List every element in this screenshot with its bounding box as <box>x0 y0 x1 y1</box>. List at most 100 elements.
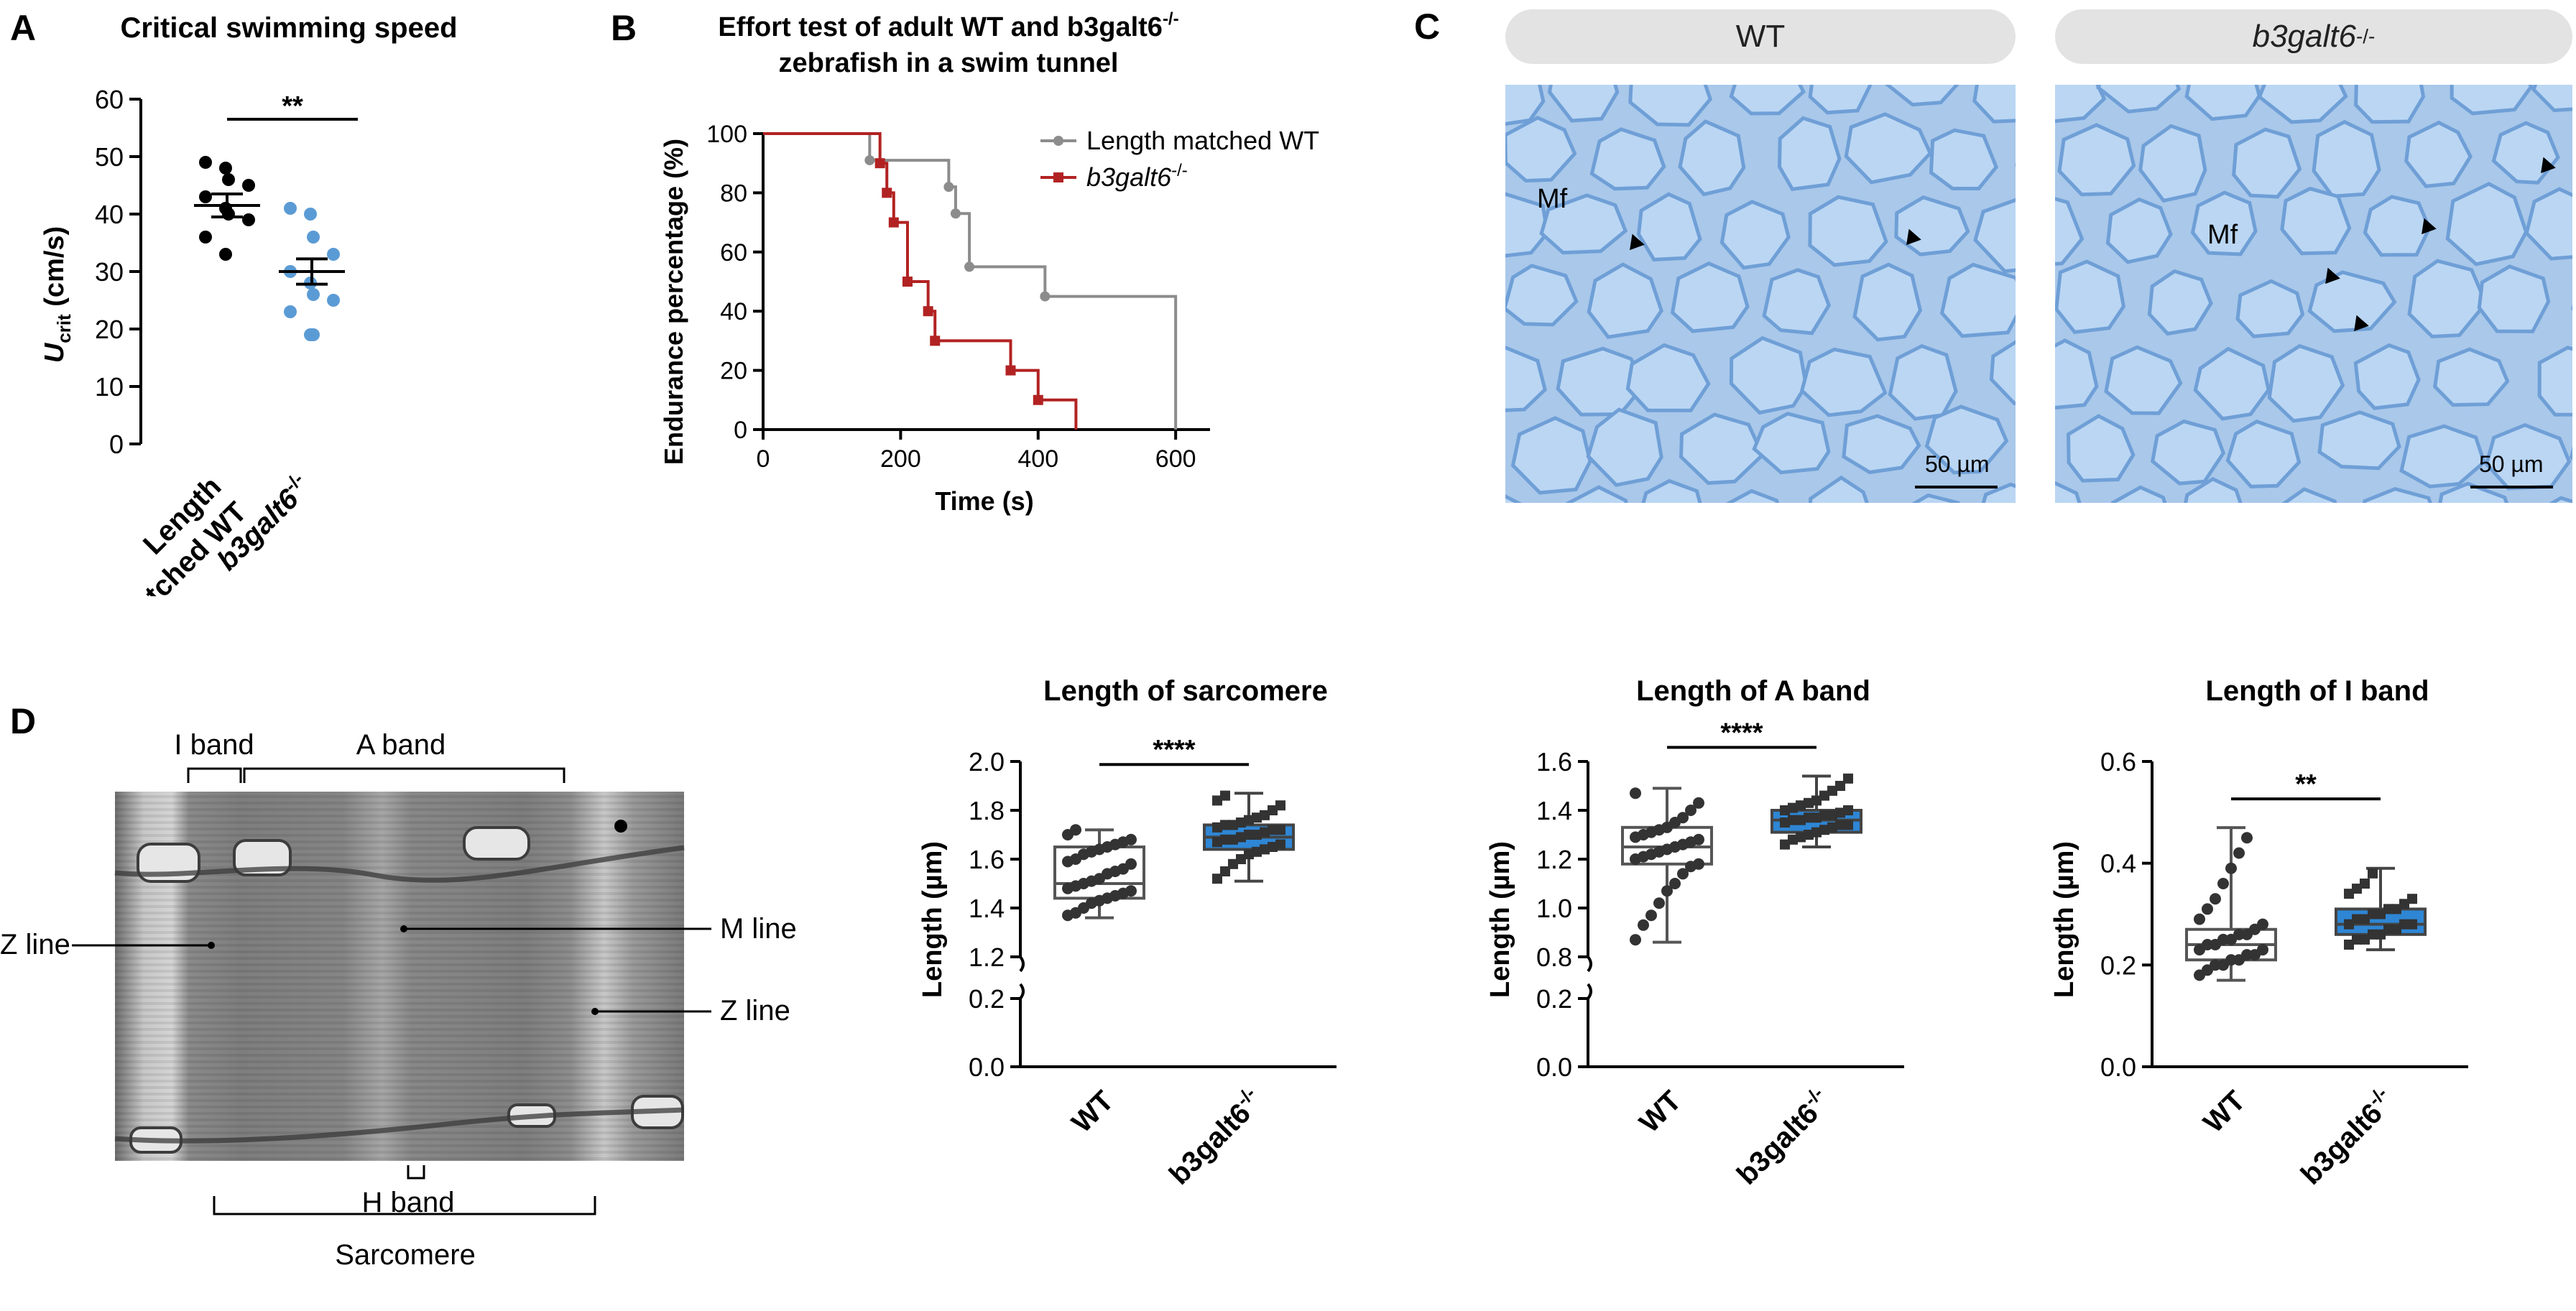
arrowhead-marker <box>2541 157 2556 174</box>
arrowhead-marker <box>2354 315 2369 332</box>
km-marker-mut <box>923 306 933 317</box>
data-point-mut <box>1260 810 1270 820</box>
boxplot-title: Length of I band <box>2205 675 2429 707</box>
muscle-fiber <box>1565 485 1628 503</box>
data-point-wt <box>1630 787 1641 800</box>
tick-label-b-x: 200 <box>880 445 921 473</box>
data-point-mut <box>1220 820 1230 830</box>
data-point-wt <box>1645 909 1657 922</box>
tick-label-y: 0.2 <box>969 984 1005 1014</box>
muscle-fiber <box>2232 127 2302 199</box>
km-marker-mut <box>882 187 892 198</box>
data-point-wt <box>1685 805 1696 816</box>
muscle-fiber <box>2438 481 2509 503</box>
chart-b-legend: Length matched WT b3galt6-/- <box>1040 126 1319 192</box>
data-point-mut <box>1811 795 1822 806</box>
em-label-a-band: A band <box>356 729 446 761</box>
muscle-fiber <box>2055 85 2107 124</box>
km-marker-mut <box>874 158 885 169</box>
data-point-wt <box>2257 918 2268 930</box>
muscle-fiber <box>1924 404 2009 475</box>
muscle-fiber <box>2055 338 2099 410</box>
data-point-wt <box>2194 913 2205 925</box>
data-point-a <box>307 288 320 301</box>
muscle-fiber <box>1505 192 1549 258</box>
muscle-fiber <box>1911 493 1960 503</box>
muscle-fiber <box>1589 127 1666 191</box>
xcat-mut: b3galt6-/- <box>2292 1083 2401 1191</box>
data-point-mut <box>1275 800 1285 811</box>
data-point-mut <box>1811 812 1822 823</box>
muscle-fiber <box>1729 335 1809 415</box>
tick-label-y: 0.4 <box>2100 849 2136 879</box>
data-point-mut <box>2383 904 2393 914</box>
data-point-mut <box>1804 830 1814 840</box>
axis-break <box>1587 955 1592 1000</box>
tick-label-y: 1.6 <box>969 845 1005 874</box>
data-point-wt <box>1653 897 1665 909</box>
micrograph-wt: Mf 50 µm <box>1505 85 2016 503</box>
muscle-fiber <box>2150 419 2226 486</box>
tick-label-b-x: 400 <box>1017 445 1058 473</box>
data-point-mut <box>1228 858 1238 869</box>
data-point-mut <box>1835 820 1845 830</box>
muscle-fiber <box>2104 345 2183 415</box>
chart-b-title-1: Effort test of adult WT and b3galt6-/- <box>718 9 1178 42</box>
data-point-mut <box>1780 839 1790 850</box>
data-point-a <box>327 294 340 307</box>
muscle-fiber <box>1808 195 1888 267</box>
chart-a-ylabel: Ucrit (cm/s) <box>40 226 75 363</box>
muscle-fiber <box>2354 85 2426 124</box>
data-point-a <box>307 328 320 341</box>
label-mf-wt: Mf <box>1537 184 1568 214</box>
data-point-a <box>199 190 212 203</box>
muscle-fiber <box>2184 476 2243 503</box>
data-point-mut <box>2352 934 2362 945</box>
em-label-m-line: M line <box>720 913 797 945</box>
tick-label-b-y: 40 <box>720 298 747 325</box>
data-point-mut <box>1780 817 1790 828</box>
data-point-mut <box>1220 866 1230 876</box>
muscle-fiber <box>2433 347 2510 407</box>
data-point-a <box>222 173 235 186</box>
tick-label-a-y: 20 <box>95 315 124 344</box>
muscle-fiber <box>2225 420 2302 488</box>
muscle-fiber <box>2193 346 2271 421</box>
data-point-a <box>284 202 297 215</box>
tick-label-a-y: 40 <box>95 200 124 229</box>
data-point-wt <box>1125 858 1137 870</box>
muscle-fiber <box>2307 270 2397 333</box>
data-point-mut <box>1236 854 1246 864</box>
muscle-fiber <box>1972 85 2016 124</box>
muscle-fiber <box>1725 488 1780 503</box>
muscle-fiber <box>2096 85 2182 114</box>
muscle-fiber <box>1719 200 1791 270</box>
data-point-mut <box>1252 812 1262 823</box>
tick-label-y: 1.4 <box>969 894 1005 923</box>
muscle-fiber <box>1777 116 1842 191</box>
muscle-fiber <box>1510 416 1592 495</box>
data-point-mut <box>2376 909 2386 919</box>
muscle-fiber <box>1809 475 1869 503</box>
arrowhead-marker <box>1630 233 1645 251</box>
data-point-mut <box>1819 790 1829 801</box>
em-label-z-line-left: Z line <box>0 929 70 960</box>
km-marker-wt <box>943 182 954 193</box>
micrograph-mut: Mf 50 µm <box>2055 85 2572 503</box>
data-point-wt <box>1693 858 1704 870</box>
tick-label-y: 1.8 <box>969 796 1005 825</box>
sig-label-a: ** <box>282 91 303 121</box>
muscle-fiber <box>1628 85 1713 127</box>
data-point-wt <box>2233 847 2245 859</box>
data-point-mut <box>1780 805 1790 815</box>
data-point-wt <box>1630 934 1641 946</box>
muscle-fiber <box>2524 187 2572 261</box>
em-label-z-line-right: Z line <box>720 995 790 1027</box>
muscle-fiber <box>1505 116 1577 183</box>
axis-break <box>1019 955 1025 1000</box>
data-point-mut <box>2376 929 2386 940</box>
boxplot-i-band: 0.0 0.2 0.4 0.6 Length of I band Length (µm) *… <box>2049 675 2468 1191</box>
data-point-mut <box>2344 940 2354 950</box>
muscle-fiber <box>2257 85 2348 124</box>
tick-label-b-y: 0 <box>734 417 747 444</box>
